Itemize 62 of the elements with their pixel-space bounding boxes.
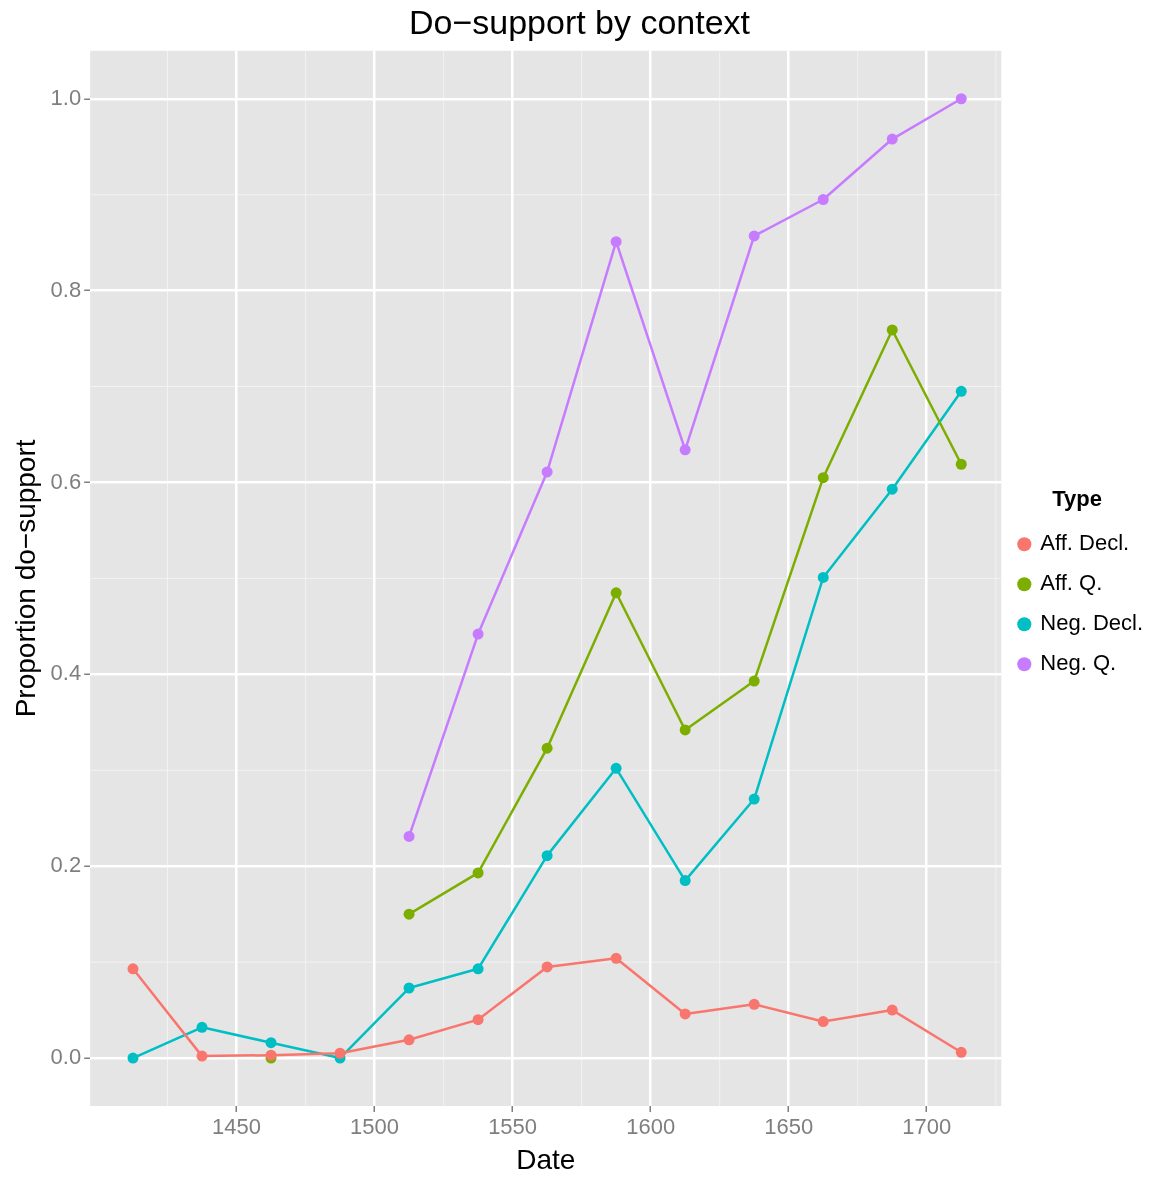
- point: [748, 998, 760, 1010]
- point: [886, 483, 898, 495]
- point: [955, 385, 967, 397]
- point: [817, 571, 829, 583]
- point: [886, 324, 898, 336]
- point: [541, 742, 553, 754]
- point: [265, 1037, 277, 1049]
- point: [403, 1034, 415, 1046]
- point: [334, 1047, 346, 1059]
- x-tick-label: 1450: [212, 1114, 261, 1140]
- y-tick-label: 0.0: [50, 1044, 82, 1070]
- point: [541, 961, 553, 973]
- point: [472, 1014, 484, 1026]
- point: [403, 830, 415, 842]
- point: [886, 1004, 898, 1016]
- x-tick-label: 1700: [902, 1114, 952, 1140]
- point: [610, 762, 622, 774]
- point: [472, 867, 484, 879]
- point: [679, 444, 691, 456]
- point: [127, 963, 139, 975]
- point: [817, 472, 829, 484]
- legend-label: Aff. Decl.: [1040, 530, 1130, 556]
- point: [472, 963, 484, 975]
- point: [955, 458, 967, 470]
- point: [196, 1050, 208, 1062]
- legend-label: Neg. Decl.: [1040, 610, 1144, 636]
- x-tick-label: 1600: [626, 1114, 676, 1140]
- legend-label: Neg. Q.: [1040, 650, 1117, 676]
- point: [955, 93, 967, 105]
- x-axis-title: Date: [516, 1143, 576, 1175]
- point: [472, 628, 484, 640]
- x-tick-label: 1550: [488, 1114, 538, 1140]
- point: [610, 952, 622, 964]
- point: [886, 133, 898, 145]
- point: [955, 1046, 967, 1058]
- point: [127, 1052, 139, 1064]
- y-axis-title: Proportion do−support: [9, 439, 41, 718]
- point: [610, 587, 622, 599]
- point: [403, 908, 415, 920]
- point: [679, 875, 691, 887]
- y-tick-label: 0.2: [50, 852, 82, 878]
- x-tick-label: 1500: [350, 1114, 400, 1140]
- point: [679, 724, 691, 736]
- point: [748, 230, 760, 242]
- y-tick-label: 0.8: [50, 276, 82, 302]
- point: [817, 1016, 829, 1028]
- y-tick-label: 0.6: [50, 468, 82, 494]
- point: [403, 982, 415, 994]
- legend-label: Aff. Q.: [1040, 570, 1103, 596]
- point: [679, 1008, 691, 1020]
- x-tick-label: 1650: [764, 1114, 814, 1140]
- chart-title: Do−support by context: [408, 2, 751, 41]
- legend-title: Type: [1052, 485, 1103, 511]
- y-tick-label: 0.4: [50, 660, 82, 686]
- point: [748, 793, 760, 805]
- point: [541, 466, 553, 478]
- point: [748, 675, 760, 687]
- point: [196, 1021, 208, 1033]
- y-tick-label: 1.0: [50, 84, 82, 110]
- point: [610, 236, 622, 248]
- point: [541, 850, 553, 862]
- point: [817, 193, 829, 205]
